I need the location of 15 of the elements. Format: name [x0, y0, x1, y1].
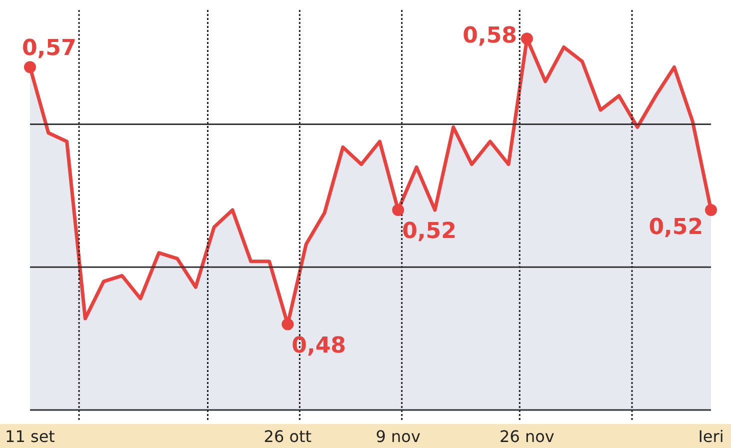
point [282, 318, 294, 330]
point [520, 32, 533, 45]
x-tick-label: Ieri [698, 427, 724, 446]
point [392, 204, 404, 216]
data-label: 0,58 [462, 24, 517, 49]
data-label: 0,52 [402, 219, 456, 244]
data-label: 0,52 [648, 215, 703, 240]
x-tick-label: 9 nov [376, 427, 420, 446]
point [24, 61, 36, 74]
x-tick-label: 26 ott [264, 427, 312, 446]
x-tick-label: 11 set [5, 427, 55, 446]
data-label: 0,57 [22, 36, 76, 62]
point [705, 204, 717, 216]
data-label: 0,48 [292, 333, 346, 358]
x-tick-label: 26 nov [500, 427, 554, 446]
